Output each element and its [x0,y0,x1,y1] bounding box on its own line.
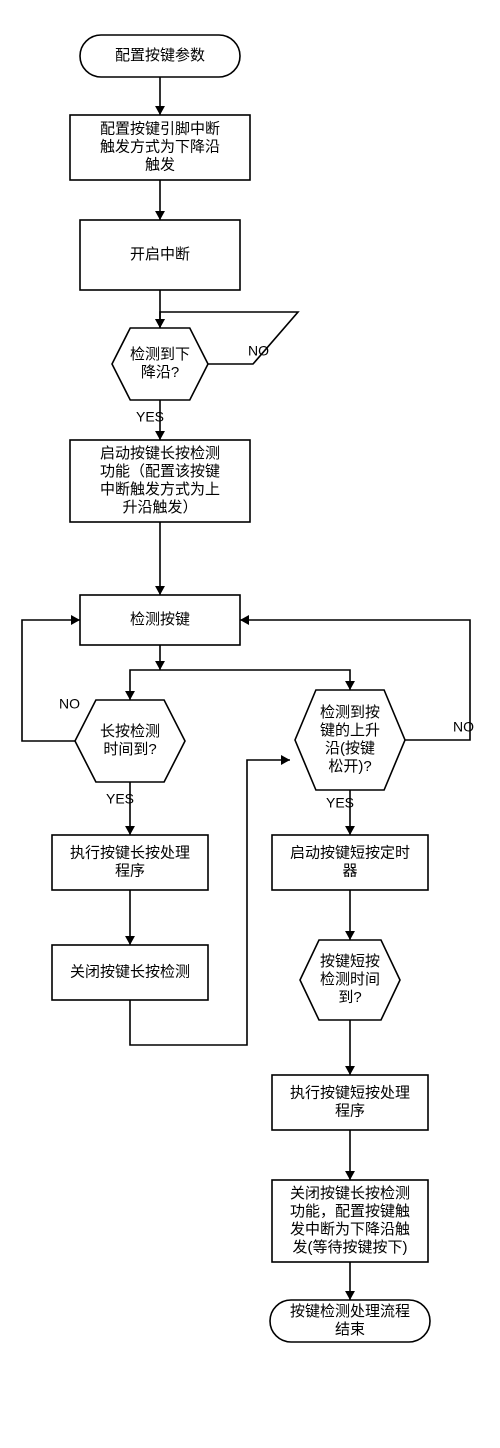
node-label: 功能，配置按键触 [290,1203,410,1220]
arrowhead [345,1291,355,1300]
node-label: 检测到按 [320,704,380,721]
arrowhead [155,431,165,440]
node-label: 检测按键 [130,611,190,628]
arrowhead [155,586,165,595]
node-label: 检测到下 [130,346,190,363]
edge-e12 [130,760,290,1045]
arrowhead [345,1171,355,1180]
node-label: 按键短按 [320,953,380,970]
node-label: 配置按键引脚中断 [100,120,220,137]
node-label: 发(等待按键按下) [293,1238,408,1256]
node-label: 检测时间 [320,971,380,988]
arrowhead [125,826,135,835]
flowchart: 配置按键参数配置按键引脚中断触发方式为下降沿触发开启中断检测到下降沿?启动按键长… [0,0,500,1448]
node-n6: 长按检测时间到? [75,700,185,782]
node-n8: 关闭按键长按检测 [52,945,208,1000]
edge-label: NO [59,696,80,712]
node-label: 执行按键短按处理 [290,1084,410,1101]
node-label: 启动按键长按检测 [100,445,220,462]
node-label: 启动按键短按定时 [290,844,410,861]
arrowhead [155,211,165,220]
node-label: 沿(按键 [325,740,375,757]
node-n14: 按键检测处理流程结束 [270,1300,430,1342]
node-label: 结束 [335,1321,365,1338]
node-label: 升沿触发） [122,499,197,516]
node-label: 功能（配置该按键 [100,463,220,480]
node-n3: 检测到下降沿? [112,328,208,400]
arrowhead [155,319,165,328]
arrowhead [71,615,80,625]
node-n9: 检测到按键的上升沿(按键松开)? [295,690,405,790]
arrowhead [125,936,135,945]
arrowhead [155,661,165,670]
edge-label: YES [136,409,164,425]
edge-e7 [130,670,160,700]
arrowhead [345,681,355,690]
node-label: 触发方式为下降沿 [100,138,220,155]
node-n13: 关闭按键长按检测功能，配置按键触发中断为下降沿触发(等待按键按下) [272,1180,428,1262]
node-n10: 启动按键短按定时器 [272,835,428,890]
node-label: 松开)? [328,758,371,775]
arrowhead [240,615,249,625]
node-label: 关闭按键长按检测 [290,1185,410,1202]
node-label: 时间到? [103,741,156,758]
node-n2: 开启中断 [80,220,240,290]
node-label: 触发 [145,156,175,173]
node-label: 键的上升 [320,722,380,739]
arrowhead [281,755,290,765]
node-label: 按键检测处理流程 [290,1303,410,1320]
node-label: 程序 [115,862,145,879]
node-n4: 启动按键长按检测功能（配置该按键中断触发方式为上升沿触发） [70,440,250,522]
node-label: 执行按键长按处理 [70,844,190,861]
arrowhead [155,106,165,115]
edge-e8 [160,670,350,690]
node-label: 发中断为下降沿触 [290,1221,410,1238]
node-label: 器 [342,862,357,879]
arrowhead [345,826,355,835]
edge-e10 [22,620,80,741]
edge-label: NO [248,343,269,359]
node-n11: 按键短按检测时间到? [300,940,400,1020]
arrowhead [345,931,355,940]
edge-label: NO [453,719,474,735]
node-label: 降沿? [141,364,179,381]
node-n5: 检测按键 [80,595,240,645]
edge-label: YES [326,795,354,811]
arrowhead [345,1066,355,1075]
node-label: 到? [338,989,361,1006]
arrowhead [125,691,135,700]
node-n0: 配置按键参数 [80,35,240,77]
node-label: 程序 [335,1102,365,1119]
node-label: 开启中断 [130,246,190,263]
node-label: 长按检测 [100,723,160,740]
node-n7: 执行按键长按处理程序 [52,835,208,890]
node-label: 中断触发方式为上 [100,481,220,498]
node-label: 配置按键参数 [115,47,205,64]
node-n12: 执行按键短按处理程序 [272,1075,428,1130]
edge-label: YES [106,791,134,807]
node-n1: 配置按键引脚中断触发方式为下降沿触发 [70,115,250,180]
node-label: 关闭按键长按检测 [70,963,190,980]
